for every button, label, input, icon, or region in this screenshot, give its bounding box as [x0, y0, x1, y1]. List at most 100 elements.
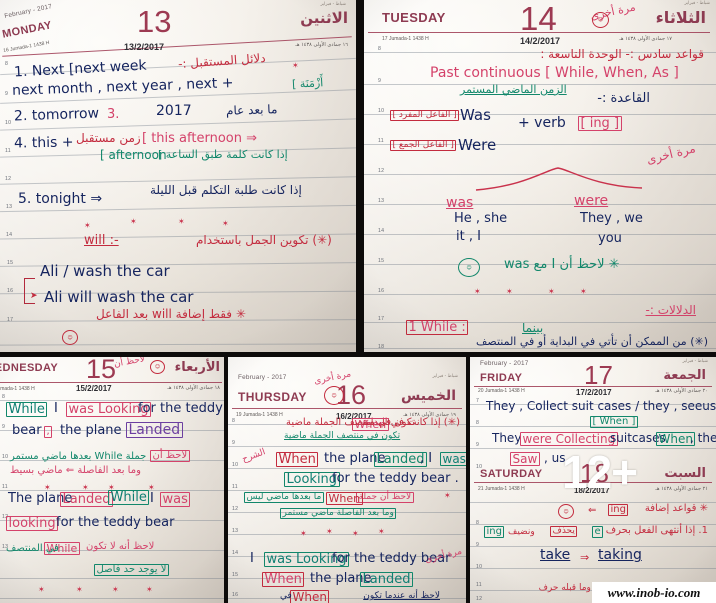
- smiley-icon: ☺: [592, 12, 609, 28]
- note-line: جملة While بعدها ماضي مستمر: [10, 451, 147, 462]
- hijri-date-arabic: ٢٠ جمادى الأولى ١٤٣٨ هـ: [655, 388, 708, 394]
- note-line: 1 While :: [406, 320, 469, 335]
- arabic-day-name: الاثنين: [300, 9, 348, 27]
- arrow-right-icon: ⇒: [580, 551, 590, 564]
- hijri-date: 17 Jumada-1 1438 H: [382, 36, 429, 42]
- note-line: , they: [690, 431, 716, 445]
- note-line: الزمن الماضي المستمر: [460, 83, 567, 96]
- note-line: bear: [12, 423, 42, 438]
- panel-gutter-vertical: [224, 356, 228, 603]
- paper-texture: [0, 0, 356, 352]
- gregorian-date: 14/2/2017: [520, 36, 561, 46]
- day-number: 17: [584, 360, 613, 390]
- brand-label: شباط - فبراير: [684, 1, 710, 6]
- note-line: was: [446, 195, 474, 211]
- note-line: (✳) تكوين الجمل باستخدام: [196, 233, 332, 247]
- arabic-day-name: الثلاثاء: [655, 8, 706, 27]
- note-line: , us: [544, 451, 566, 465]
- note-line: were: [574, 193, 609, 209]
- note-line: When: [276, 452, 319, 467]
- note-line: suitcases: [610, 431, 666, 445]
- note-line: لا يوجد حد فاصل: [94, 564, 169, 576]
- note-line: They: [492, 431, 522, 445]
- note-line: تكون في منتصف الجملة ماضية: [286, 417, 416, 428]
- caret-divider-icon: [475, 167, 643, 191]
- note-line: will :-: [84, 233, 119, 248]
- smiley-icon: ☺: [150, 360, 165, 374]
- note-line: ونضيف: [508, 527, 535, 537]
- note-line: When: [326, 492, 363, 505]
- star-mark: ✶: [378, 527, 385, 536]
- note-line: ما بعد عام: [225, 102, 278, 118]
- age-rating-badge: 12+: [562, 446, 638, 498]
- paper-texture: [470, 356, 716, 603]
- note-line: was Looking: [264, 552, 350, 567]
- day-number: 14: [520, 0, 557, 37]
- note-line: While: [6, 402, 48, 417]
- note-line: ✳ فقط إضافة will بعد الفاعل: [96, 307, 246, 321]
- hijri-date-arabic: ١٩ جمادى الأولى ١٤٣٨ هـ: [403, 412, 456, 418]
- hijri-date-arabic: ٢١ جمادى الأولى ١٤٣٨ هـ: [655, 486, 708, 492]
- hijri-date: 19 Jumada-1 1438 H: [236, 412, 283, 418]
- star-mark: ✶: [148, 483, 155, 492]
- note-line: When: [262, 572, 305, 587]
- note-line: While: [44, 542, 80, 555]
- star-mark: ✶: [112, 585, 119, 594]
- gregorian-date: 15/2/2017: [76, 384, 112, 393]
- hijri-date: 21 Jumada-1 1438 H: [478, 486, 525, 492]
- arrow-left-icon: ⇐: [588, 505, 597, 516]
- star-mark: ✶: [38, 585, 45, 594]
- diary-page-thursday-16: 8 9 10 11 12 13 14 15 16 February - 2017…: [228, 356, 466, 603]
- gregorian-date: 13/2/2017: [124, 42, 165, 52]
- brand-label: شباط - فبراير: [432, 374, 458, 379]
- star-mark: ✶: [84, 221, 91, 230]
- star-mark: ✶: [352, 529, 359, 538]
- star-mark: ✶: [178, 217, 185, 226]
- note-line: it , I: [456, 229, 481, 244]
- note-line: الدلالات :-: [645, 303, 696, 317]
- star-mark: ✶: [506, 287, 513, 296]
- smiley-icon: ☺: [458, 258, 480, 277]
- smiley-icon: ☺: [324, 386, 344, 405]
- note-line: ing: [608, 504, 629, 516]
- star-mark: ✶: [222, 219, 229, 228]
- panel-gutter-vertical: [466, 356, 470, 603]
- gregorian-date: 17/2/2017: [576, 388, 612, 397]
- note-line: 1. إذا أنتهى الفعل بحرف: [605, 525, 708, 536]
- note-line: When: [352, 418, 389, 431]
- note-line: وما بعد الفاصلة ⇐ ماضي بسيط: [10, 465, 141, 476]
- arrow-icon: ➤: [30, 291, 38, 301]
- note-line: The plane: [8, 491, 73, 506]
- day-name: TUESDAY: [382, 10, 446, 25]
- hijri-date: 18 Jumada-1 1438 H: [0, 386, 35, 392]
- note-line: I: [54, 401, 58, 416]
- gregorian-date: 18/2/2017: [574, 486, 610, 495]
- note-line: Landed: [360, 572, 413, 587]
- diary-page-tuesday-14: 8 9 10 11 12 13 14 15 16 17 18 TUESDAY 1…: [364, 0, 716, 352]
- note-line: Ali / wash the car: [40, 262, 170, 280]
- day-name: THURSDAY: [238, 390, 307, 404]
- hijri-date-arabic: ١٦ جمادى الأولى ١٤٣٨ هـ: [295, 42, 348, 48]
- panel-gutter-horizontal: [0, 352, 716, 357]
- note-line: ,: [44, 426, 53, 438]
- note-line: [ الفاعل المفرد ]: [390, 110, 460, 121]
- day-number: 18: [580, 458, 609, 488]
- note-line: ما بعدها ماضي ليس: [244, 492, 324, 503]
- note-line: Landed: [374, 452, 427, 467]
- note-line: I: [250, 551, 254, 566]
- note-line: ✳ لاحظ أن I مع was: [504, 257, 620, 272]
- note-line: 5. tonight ⇒: [18, 191, 103, 207]
- star-mark: ✶: [580, 287, 587, 296]
- day-name: WEDNESDAY: [0, 362, 59, 374]
- note-line: Past continuous [ While, When, As ]: [430, 65, 679, 81]
- note-line: القاعدة :-: [597, 91, 650, 106]
- note-line: 3.: [107, 107, 120, 122]
- note-line: for the teddy bear .: [332, 471, 459, 486]
- note-line: They , we: [580, 211, 643, 226]
- star-mark: ✶: [444, 491, 451, 500]
- note-line: زمن مستقبل: [76, 131, 141, 145]
- month-label: February - 2017: [480, 360, 529, 367]
- note-line: the plane: [60, 423, 122, 438]
- note-line: Looking: [284, 472, 340, 487]
- star-mark: ✶: [474, 287, 481, 296]
